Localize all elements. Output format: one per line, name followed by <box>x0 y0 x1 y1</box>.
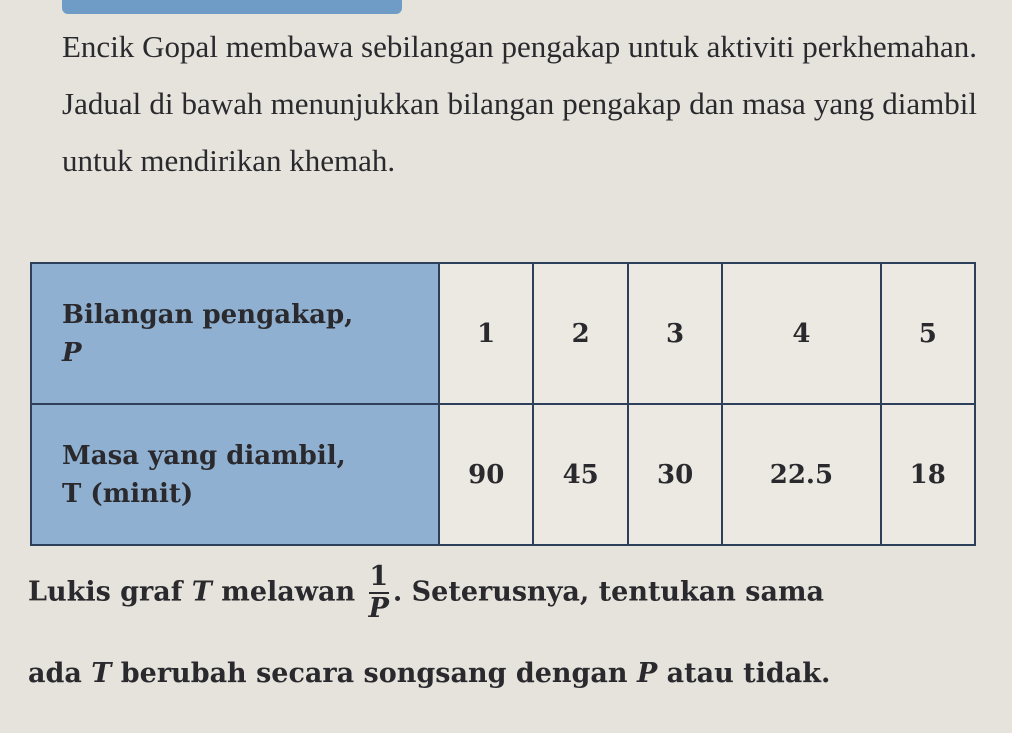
cell: 4 <box>721 262 882 405</box>
data-table: Bilangan pengakap, P 1 2 3 4 5 Masa yang … <box>30 262 977 546</box>
cell: 2 <box>532 262 629 405</box>
cell: 5 <box>879 262 977 405</box>
cell: 22.5 <box>721 403 882 546</box>
example-banner <box>62 0 402 14</box>
row-header-t: Masa yang diambil, T (minit) <box>30 403 440 546</box>
cell: 90 <box>437 403 535 546</box>
row-header-p: Bilangan pengakap, P <box>30 262 440 405</box>
cell: 18 <box>879 403 977 546</box>
cell: 30 <box>626 403 724 546</box>
table-row: Bilangan pengakap, P 1 2 3 4 5 <box>30 262 977 405</box>
table-row: Masa yang diambil, T (minit) 90 45 30 22.… <box>30 403 977 546</box>
cell: 1 <box>437 262 535 405</box>
cell: 3 <box>626 262 724 405</box>
cell: 45 <box>532 403 629 546</box>
problem-paragraph: Encik Gopal membawa sebilangan pengakap … <box>62 29 977 178</box>
question-line-2: ada T berubah secara songsang dengan P a… <box>28 658 831 689</box>
